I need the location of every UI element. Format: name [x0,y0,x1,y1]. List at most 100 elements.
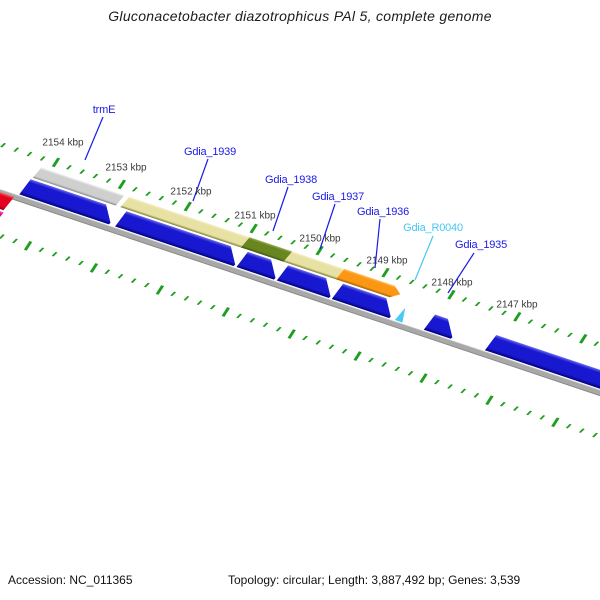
tick-mark [328,344,335,350]
tick-mark [130,278,137,283]
red-gene-fragment[interactable] [0,187,15,212]
tick-mark [12,238,18,244]
tick-mark [394,366,401,372]
tick-mark [155,285,165,295]
genome-title: Gluconacetobacter diazotrophicus PAl 5, … [108,8,492,24]
scale-label-2150: 2150 kbp [299,233,341,245]
leader-line-Gdia_1935 [447,252,475,294]
gene-label-Gdia_1939[interactable]: Gdia_1939 [183,146,237,158]
tick-mark [447,289,456,300]
cds-band-Gdia_1937[interactable] [283,250,345,281]
tick-mark [473,393,480,398]
scale-label-2151: 2151 kbp [234,210,276,222]
tick-mark [158,195,165,201]
tick-mark [0,234,5,239]
status-topology-info: Topology: circular; Length: 3,887,492 bp… [228,573,521,587]
gene-label-Gdia_1938[interactable]: Gdia_1938 [264,174,318,186]
gene-label-Gdia_1937[interactable]: Gdia_1937 [311,191,365,203]
gene-label-Gdia_1935[interactable]: Gdia_1935 [454,239,508,251]
tick-mark [527,319,534,324]
tick-mark [66,164,72,170]
scale-label-2148: 2148 kbp [431,277,473,289]
status-accession: Accession: NC_011365 [8,573,133,587]
tick-mark [211,213,217,219]
gene-arrow-5[interactable] [331,282,396,319]
tick-mark [540,323,547,329]
tick-mark [369,266,376,272]
cds-band-Gdia_1936[interactable] [335,267,403,300]
genome-backbone [0,181,600,420]
tick-mark [395,275,402,280]
tick-ring-lower [0,234,598,438]
gene-label-trmE[interactable]: trmE [92,104,116,116]
tick-mark [117,179,127,190]
tick-mark [0,142,7,148]
tick-mark [287,329,296,339]
tick-mark [526,410,533,416]
tick-mark [276,235,283,241]
tick-mark [221,307,230,317]
tick-mark [539,415,546,420]
tick-mark [592,432,598,438]
gene-label-Gdia_1936[interactable]: Gdia_1936 [356,206,410,218]
tick-mark [51,157,61,168]
cds-band-Gdia_1938[interactable] [240,236,293,264]
tick-mark [131,187,138,192]
tick-mark [579,333,588,344]
cds-band-Gdia_1939[interactable] [120,195,250,249]
tick-mark [13,147,20,152]
gene-arrow-6[interactable] [423,313,458,339]
tick-mark [23,241,33,251]
tick-mark [237,222,244,227]
tick-mark [513,406,519,411]
tick-mark [249,318,256,323]
tick-ring-upper [0,142,600,346]
tick-mark [170,291,177,297]
tick-mark [263,231,270,236]
tick-mark [501,310,507,316]
tick-mark [487,306,494,311]
tick-mark [578,428,585,433]
tick-mark [407,370,414,376]
tick-mark [381,267,390,278]
gene-arrow-3[interactable] [236,250,280,280]
tick-mark [485,395,494,406]
tick-mark [197,209,204,214]
tick-mark [329,253,336,258]
tick-mark [460,388,467,394]
trna-marker-Gdia_R0040[interactable] [394,306,407,323]
tick-mark [171,200,178,205]
gene-arrow-2[interactable] [115,209,240,267]
tick-mark [38,247,45,253]
tick-mark [499,401,506,407]
tick-mark [447,384,453,389]
tick-mark [474,301,481,307]
gene-arrow-4[interactable] [276,263,336,298]
gene-arrow-1[interactable] [19,177,115,225]
gene-label-Gdia_R0040[interactable]: Gdia_R0040 [403,222,463,234]
tick-mark [262,322,269,328]
scale-label-2152: 2152 kbp [170,186,212,198]
leader-line-Gdia_R0040 [414,235,434,281]
scale-label-2153: 2153 kbp [105,162,147,174]
tick-mark [368,357,374,363]
tick-mark [553,328,560,333]
leader-line-Gdia_1939 [192,158,209,202]
tick-mark [183,296,190,301]
gene-arrow-7[interactable] [484,333,600,412]
cds-band-trmE[interactable] [32,166,125,207]
tick-mark [356,262,362,267]
tick-mark [342,257,349,263]
tick-mark [421,284,428,289]
scale-label-2149: 2149 kbp [366,255,408,267]
tick-mark [79,169,86,174]
tick-mark [183,201,192,212]
tick-mark [513,311,522,322]
tick-mark [196,300,203,305]
leader-line-Gdia_1938 [272,186,289,232]
tick-mark [64,256,71,261]
tick-mark [461,297,468,302]
tick-mark [551,417,560,428]
